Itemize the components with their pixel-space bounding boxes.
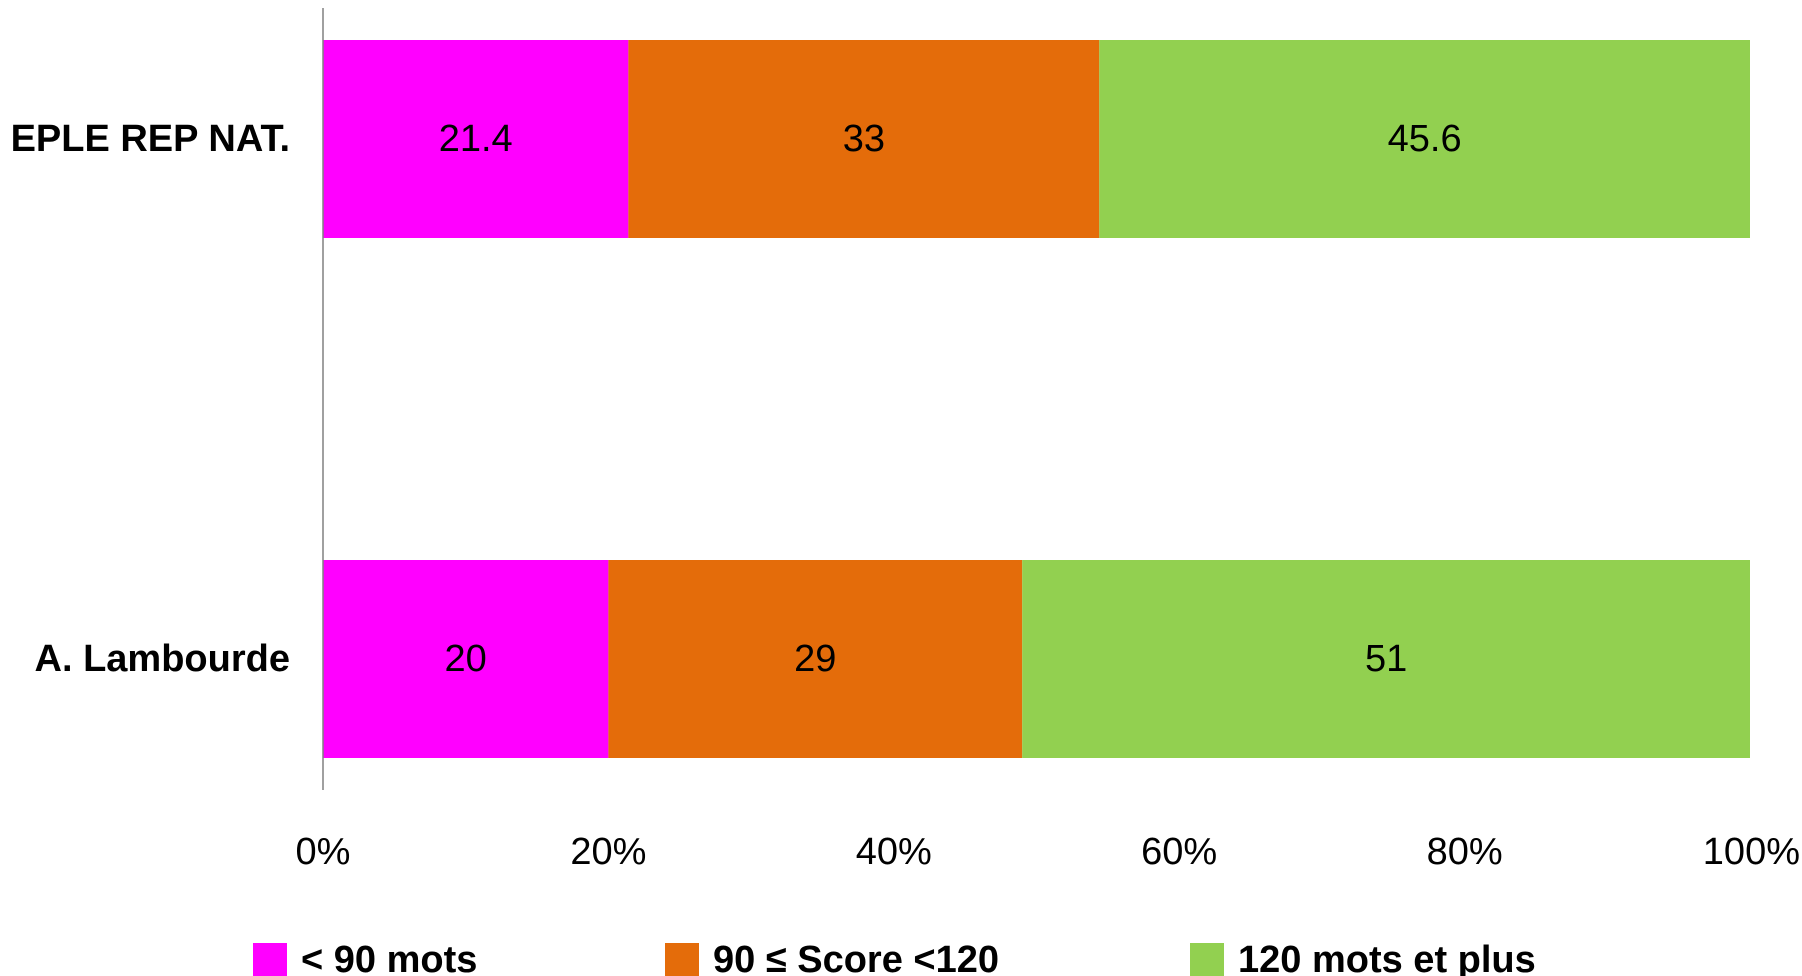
bars-layer xyxy=(323,40,1750,758)
legend-swatch xyxy=(665,943,699,976)
legend-label: 90 ≤ Score <120 xyxy=(713,939,999,976)
data-label: 33 xyxy=(843,118,885,160)
x-tick-label: 100% xyxy=(1703,831,1800,873)
bar-segment xyxy=(608,560,1023,758)
category-label: A. Lambourde xyxy=(35,638,290,680)
x-tick-label: 20% xyxy=(570,831,646,873)
data-labels-layer: 21.4 33 45.6 20 29 51 xyxy=(439,118,1462,680)
legend-swatch xyxy=(253,943,287,976)
data-label: 21.4 xyxy=(439,118,513,160)
legend: < 90 mots 90 ≤ Score <120 120 mots et plus xyxy=(253,939,1536,976)
legend-swatch xyxy=(1190,943,1224,976)
legend-label: < 90 mots xyxy=(301,939,477,976)
bar-segment xyxy=(628,40,1100,238)
legend-label: 120 mots et plus xyxy=(1238,939,1536,976)
data-label: 29 xyxy=(794,638,836,680)
data-label: 45.6 xyxy=(1388,118,1462,160)
bar-segment xyxy=(1099,40,1750,238)
x-axis-tick-labels: 0% 20% 40% 60% 80% 100% xyxy=(296,831,1800,873)
data-label: 20 xyxy=(445,638,487,680)
data-label: 51 xyxy=(1365,638,1407,680)
x-tick-label: 60% xyxy=(1141,831,1217,873)
bar-segment xyxy=(323,40,629,238)
x-tick-label: 40% xyxy=(856,831,932,873)
bar-segment xyxy=(1022,560,1750,758)
bar-segment xyxy=(323,560,609,758)
category-label: EPLE REP NAT. xyxy=(11,118,290,160)
x-tick-label: 80% xyxy=(1427,831,1503,873)
category-labels: EPLE REP NAT. A. Lambourde xyxy=(11,118,290,680)
x-tick-label: 0% xyxy=(296,831,351,873)
